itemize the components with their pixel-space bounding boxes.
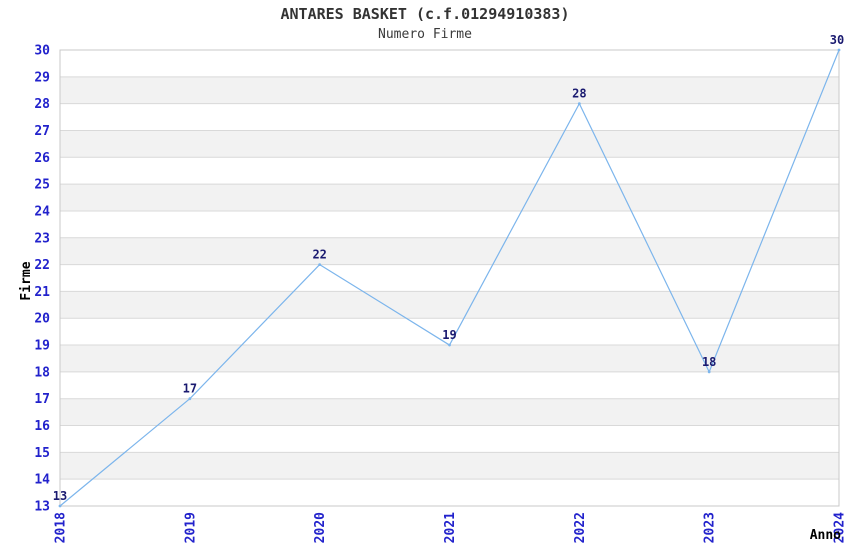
x-tick-label: 2019 [183, 512, 198, 543]
y-tick-label: 30 [34, 44, 50, 59]
y-tick-label: 14 [34, 473, 50, 488]
plot-border [59, 49, 840, 507]
y-tick-label: 18 [34, 365, 50, 380]
y-tick-label: 22 [34, 258, 50, 273]
data-point [448, 343, 451, 347]
y-tick-label: 20 [34, 312, 50, 327]
data-point-label: 13 [53, 489, 67, 503]
data-point-label: 28 [572, 87, 586, 101]
y-tick-label: 25 [34, 178, 50, 193]
data-line [59, 49, 840, 507]
y-tick-label: 27 [34, 124, 50, 139]
x-tick-label: 2023 [703, 512, 718, 543]
plot-band [60, 76, 839, 104]
y-tick-label: 28 [34, 97, 50, 112]
plot-band [60, 237, 839, 265]
x-axis-title: Anno [809, 528, 841, 543]
y-tick-label: 13 [34, 500, 50, 515]
x-tick-label: 2018 [54, 512, 69, 543]
y-tick-label: 21 [34, 285, 50, 300]
data-point-label: 18 [702, 355, 716, 369]
y-tick-label: 29 [34, 70, 50, 85]
y-tick-label: 17 [34, 392, 50, 407]
data-point-label: 19 [442, 328, 456, 342]
chart-title: ANTARES BASKET (c.f.01294910383) [280, 5, 570, 23]
data-point [58, 504, 62, 508]
plot-band [60, 291, 839, 319]
data-point-label: 17 [183, 382, 197, 396]
data-point [318, 263, 322, 266]
y-tick-label: 19 [34, 339, 50, 354]
data-point [707, 370, 711, 374]
y-tick-label: 24 [34, 204, 50, 219]
y-tick-label: 26 [34, 151, 50, 166]
x-tick-label: 2021 [443, 512, 458, 543]
x-tick-label: 2020 [313, 512, 328, 543]
data-point [188, 397, 192, 401]
chart-subtitle: Numero Firme [378, 27, 472, 42]
plot-band [60, 345, 839, 372]
data-point-label: 30 [830, 33, 844, 47]
data-point [577, 102, 581, 106]
plot-band [60, 452, 839, 480]
data-point-label: 22 [312, 248, 326, 262]
y-tick-label: 15 [34, 446, 50, 461]
plot-band [60, 398, 839, 426]
data-point [837, 48, 841, 52]
plot-band [60, 130, 839, 158]
x-tick-label: 2024 [833, 512, 848, 543]
y-tick-label: 23 [34, 231, 50, 246]
x-tick-label: 2022 [573, 512, 588, 543]
plot-band [60, 184, 839, 211]
y-tick-label: 16 [34, 419, 50, 434]
